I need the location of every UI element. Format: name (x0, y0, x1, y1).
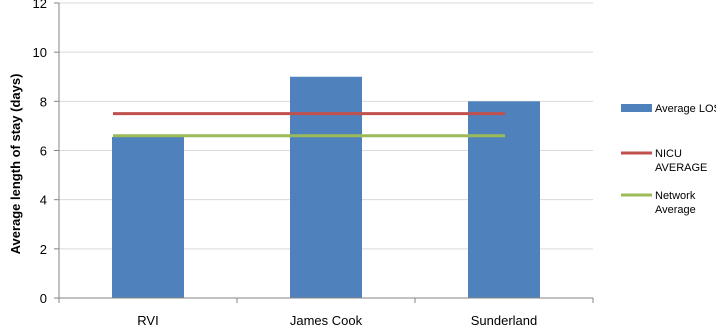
y-tick-label: 8 (40, 94, 47, 109)
x-tick-label: Sunderland (471, 313, 538, 328)
x-tick-label: James Cook (290, 313, 363, 328)
y-tick-label: 4 (40, 193, 47, 208)
y-tick-label: 2 (40, 242, 47, 257)
legend: Average LOS NICU AVERAGE Network Average (621, 103, 716, 216)
legend-label-line: NICU (655, 148, 682, 160)
legend-label-line: AVERAGE (655, 162, 707, 174)
y-tick-label: 12 (33, 0, 47, 11)
legend-label-line: Average LOS (655, 103, 716, 115)
x-tick-label: RVI (137, 313, 158, 328)
bars (112, 76, 540, 298)
y-axis-label: Average length of stay (days) (8, 74, 23, 255)
bar (290, 76, 362, 298)
y-tick-label: 10 (33, 45, 47, 60)
y-tick-label: 0 (40, 291, 47, 306)
axes: 0 2 4 6 8 10 12 RVI James Cook Sunderland (33, 0, 594, 328)
legend-label: Network Average (655, 190, 696, 216)
legend-label-line: Network (655, 190, 696, 202)
legend-label: Average LOS (655, 103, 716, 115)
y-tick-label: 6 (40, 144, 47, 159)
bar (468, 101, 540, 298)
legend-label-line: Average (655, 204, 696, 216)
legend-swatch (621, 104, 652, 112)
reference-lines (113, 112, 505, 138)
legend-label: NICU AVERAGE (655, 148, 707, 174)
bar (112, 136, 184, 298)
